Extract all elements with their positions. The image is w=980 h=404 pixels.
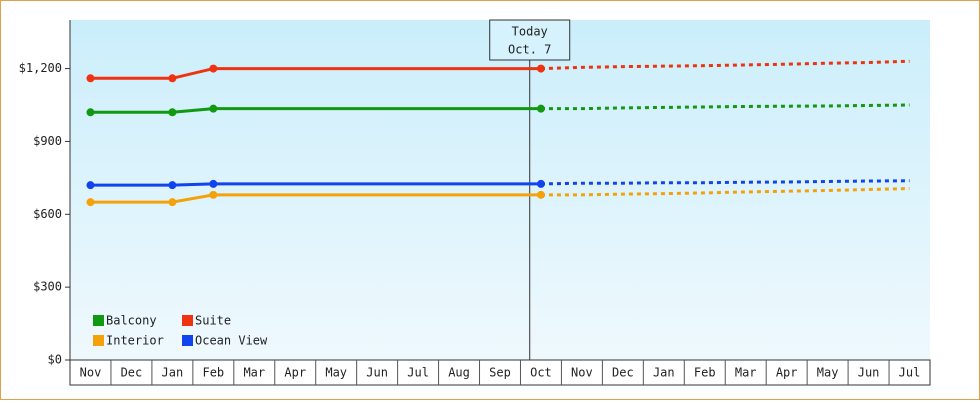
x-tick-label: Jun — [366, 366, 388, 380]
legend-label: Suite — [195, 314, 231, 328]
x-tick-label: Feb — [694, 366, 716, 380]
x-tick-label: Nov — [571, 366, 593, 380]
y-tick-label: $0 — [48, 353, 62, 367]
x-tick-label: Aug — [448, 366, 470, 380]
series-line — [540, 103, 910, 111]
x-axis-band — [69, 359, 931, 386]
series-point — [536, 64, 545, 73]
series-point — [536, 179, 545, 188]
x-tick-label: Mar — [735, 366, 757, 380]
legend-swatch — [93, 315, 104, 326]
series-point — [168, 181, 177, 190]
series-line — [90, 193, 541, 204]
series-line — [540, 179, 910, 186]
x-tick-label: Feb — [202, 366, 224, 380]
series-point — [86, 198, 95, 207]
x-tick-label: Dec — [612, 366, 634, 380]
series-line — [540, 187, 910, 197]
x-tick-label: Oct — [530, 366, 552, 380]
today-date: Oct. 7 — [508, 43, 551, 57]
series-point — [168, 74, 177, 83]
series-point — [86, 181, 95, 190]
today-box — [489, 19, 571, 61]
x-tick-label: May — [325, 366, 347, 380]
y-tick-label: $1,200 — [19, 61, 62, 75]
series-point — [209, 104, 218, 113]
series-line — [90, 107, 541, 114]
series-point — [209, 190, 218, 199]
y-tick-label: $300 — [33, 280, 62, 294]
y-tick-label: $600 — [33, 207, 62, 221]
series-point — [536, 190, 545, 199]
series-line — [540, 59, 910, 71]
series-point — [536, 104, 545, 113]
x-tick-label: Jan — [653, 366, 675, 380]
legend-swatch — [182, 335, 193, 346]
series-point — [209, 179, 218, 188]
x-tick-label: May — [817, 366, 839, 380]
x-tick-label: Sep — [489, 366, 511, 380]
x-tick-label: Jun — [858, 366, 880, 380]
y-tick-label: $900 — [33, 134, 62, 148]
legend-swatch — [182, 315, 193, 326]
series-line — [90, 67, 541, 80]
series-line — [90, 182, 541, 187]
legend-label: Ocean View — [195, 334, 268, 348]
series-point — [86, 74, 95, 83]
x-tick-label: Apr — [284, 366, 306, 380]
x-tick-label: Nov — [80, 366, 102, 380]
x-tick-label: Dec — [121, 366, 143, 380]
today-label: Today — [512, 25, 548, 39]
x-tick-label: Apr — [776, 366, 798, 380]
legend-label: Balcony — [106, 314, 157, 328]
x-tick-label: Jul — [407, 366, 429, 380]
series-point — [168, 198, 177, 207]
legend-label: Interior — [106, 334, 164, 348]
series-point — [209, 64, 218, 73]
series-point — [86, 108, 95, 117]
x-tick-label: Mar — [243, 366, 265, 380]
legend-swatch — [93, 335, 104, 346]
x-tick-label: Jan — [162, 366, 184, 380]
plot-area — [70, 20, 930, 360]
series-point — [168, 108, 177, 117]
x-tick-label: Jul — [899, 366, 921, 380]
